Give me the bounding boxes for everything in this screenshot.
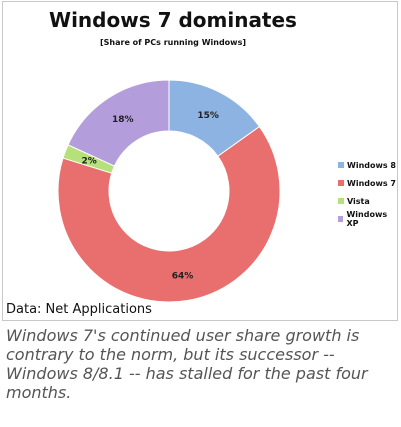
chart-title: Windows 7 dominates: [49, 8, 297, 32]
legend-swatch: [338, 180, 344, 186]
legend-item-windows-7: Windows 7: [338, 175, 397, 191]
legend-swatch: [338, 162, 344, 168]
data-source: Data: Net Applications: [6, 302, 152, 317]
slice-label-vista: 2%: [81, 156, 96, 166]
slice-label-windows-8: 15%: [197, 111, 219, 121]
legend-swatch: [338, 216, 344, 222]
legend-item-vista: Vista: [338, 193, 397, 209]
legend-label: Windows 8: [347, 160, 396, 170]
legend-item-windows-xp: Windows XP: [338, 210, 397, 228]
slice-label-windows-xp: 18%: [112, 115, 134, 125]
legend-label: Vista: [347, 196, 370, 206]
donut-chart: 15% 64% 2% 18%: [57, 79, 281, 303]
legend-swatch: [338, 198, 344, 204]
slice-label-windows-7: 64%: [172, 271, 194, 281]
article-caption: Windows 7's continued user share growth …: [6, 326, 368, 402]
chart-legend: Windows 8 Windows 7 Vista Windows XP: [338, 157, 397, 229]
chart-subtitle: [Share of PCs running Windows]: [100, 38, 246, 47]
chart-frame: Windows 7 dominates [Share of PCs runnin…: [2, 1, 398, 321]
legend-item-windows-8: Windows 8: [338, 157, 397, 173]
slice-windows-xp: [67, 79, 170, 167]
slice-windows-7: [57, 125, 281, 303]
legend-label: Windows XP: [346, 210, 388, 228]
legend-label: Windows 7: [347, 178, 396, 188]
